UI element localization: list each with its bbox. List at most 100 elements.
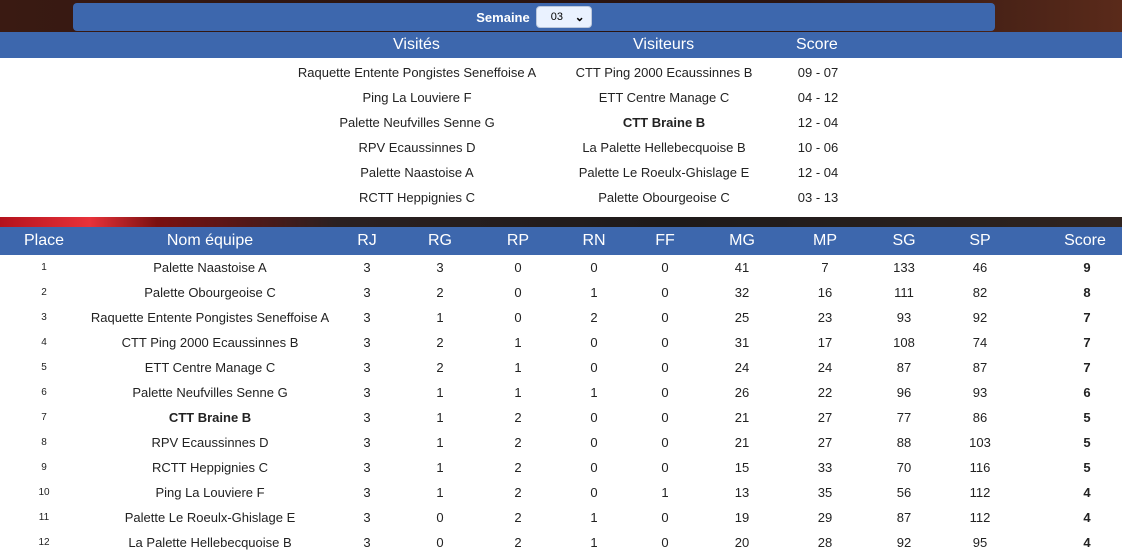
header-score: Score bbox=[1064, 232, 1106, 249]
week-select-value: 03 bbox=[550, 11, 563, 23]
cell-place: 9 bbox=[41, 462, 47, 473]
header-sg: SG bbox=[892, 232, 916, 249]
cell-mp: 22 bbox=[817, 385, 833, 400]
cell-mg: 25 bbox=[734, 310, 750, 325]
ranking-row: 6 Palette Neufvilles Senne G 3 1 1 1 0 26 22 96 93… bbox=[0, 380, 1122, 405]
cell-sg: 56 bbox=[896, 485, 912, 500]
ranking-table: 1 Palette Naastoise A 3 3 0 0 0 41 7 133 46 9 2 Palet… bbox=[0, 255, 1122, 555]
cell-mg: 20 bbox=[734, 535, 750, 550]
cell-mp: 28 bbox=[817, 535, 833, 550]
cell-rp: 2 bbox=[514, 510, 522, 525]
week-select[interactable]: 03 ⌄ bbox=[535, 6, 592, 28]
cell-place: 5 bbox=[41, 362, 47, 373]
match-score: 09 - 07 bbox=[797, 65, 839, 80]
cell-rp: 0 bbox=[514, 310, 522, 325]
cell-score: 7 bbox=[1083, 310, 1091, 325]
match-home: RCTT Heppignies C bbox=[358, 190, 476, 205]
cell-place: 6 bbox=[41, 387, 47, 398]
cell-sp: 87 bbox=[972, 360, 988, 375]
header-rn: RN bbox=[582, 232, 606, 249]
cell-score: 5 bbox=[1083, 410, 1091, 425]
match-score: 12 - 04 bbox=[797, 115, 839, 130]
cell-rp: 2 bbox=[514, 485, 522, 500]
match-row: Ping La Louviere F ETT Centre Manage C 04 … bbox=[0, 85, 1122, 110]
cell-rj: 3 bbox=[363, 360, 371, 375]
cell-score: 5 bbox=[1083, 460, 1091, 475]
cell-sg: 133 bbox=[893, 260, 915, 275]
cell-sp: 112 bbox=[969, 485, 991, 500]
cell-score: 4 bbox=[1083, 535, 1091, 550]
cell-rp: 1 bbox=[514, 335, 522, 350]
cell-rn: 0 bbox=[590, 335, 598, 350]
cell-rj: 3 bbox=[363, 435, 371, 450]
ranking-row: 7 CTT Braine B 3 1 2 0 0 21 27 77 86 5 bbox=[0, 405, 1122, 430]
cell-sp: 103 bbox=[969, 435, 991, 450]
match-away: CTT Braine B bbox=[622, 115, 706, 130]
cell-rp: 0 bbox=[514, 285, 522, 300]
cell-sg: 96 bbox=[896, 385, 912, 400]
cell-rj: 3 bbox=[363, 285, 371, 300]
header-sp: SP bbox=[969, 232, 991, 249]
cell-team: CTT Braine B bbox=[168, 410, 252, 425]
ranking-row: 5 ETT Centre Manage C 3 2 1 0 0 24 24 87 87 7 bbox=[0, 355, 1122, 380]
cell-ff: 0 bbox=[661, 410, 669, 425]
cell-sg: 111 bbox=[894, 285, 914, 300]
cell-score: 7 bbox=[1083, 360, 1091, 375]
cell-place: 11 bbox=[38, 512, 50, 523]
cell-rg: 1 bbox=[436, 485, 444, 500]
match-score: 10 - 06 bbox=[797, 140, 839, 155]
cell-team: Palette Neufvilles Senne G bbox=[132, 385, 288, 400]
header-rj: RJ bbox=[357, 232, 377, 249]
cell-rj: 3 bbox=[363, 510, 371, 525]
cell-rn: 0 bbox=[590, 410, 598, 425]
header-rp: RP bbox=[506, 232, 530, 249]
cell-place: 2 bbox=[41, 287, 47, 298]
match-row: Palette Neufvilles Senne G CTT Braine B 12… bbox=[0, 110, 1122, 135]
cell-ff: 0 bbox=[661, 285, 669, 300]
cell-team: RPV Ecaussinnes D bbox=[151, 435, 269, 450]
cell-sp: 112 bbox=[969, 510, 991, 525]
cell-mp: 17 bbox=[817, 335, 833, 350]
cell-mg: 21 bbox=[734, 435, 750, 450]
cell-mp: 16 bbox=[817, 285, 833, 300]
cell-rn: 0 bbox=[590, 435, 598, 450]
ranking-row: 8 RPV Ecaussinnes D 3 1 2 0 0 21 27 88 103 5 bbox=[0, 430, 1122, 455]
ranking-row: 3 Raquette Entente Pongistes Seneffoise A… bbox=[0, 305, 1122, 330]
cell-mg: 41 bbox=[734, 260, 750, 275]
match-away: Palette Obourgeoise C bbox=[598, 190, 730, 205]
cell-ff: 0 bbox=[661, 310, 669, 325]
cell-sg: 87 bbox=[896, 510, 912, 525]
cell-rp: 2 bbox=[514, 410, 522, 425]
match-home: Ping La Louviere F bbox=[362, 90, 472, 105]
cell-rg: 2 bbox=[436, 360, 444, 375]
cell-sg: 93 bbox=[896, 310, 912, 325]
cell-ff: 0 bbox=[661, 510, 669, 525]
cell-rj: 3 bbox=[363, 385, 371, 400]
cell-sg: 70 bbox=[896, 460, 912, 475]
header-away: Visiteurs bbox=[633, 36, 695, 53]
match-row: RPV Ecaussinnes D La Palette Hellebecquoi… bbox=[0, 135, 1122, 160]
header-score: Score bbox=[796, 36, 838, 53]
cell-mg: 26 bbox=[734, 385, 750, 400]
cell-rp: 2 bbox=[514, 535, 522, 550]
cell-rp: 0 bbox=[514, 260, 522, 275]
cell-place: 3 bbox=[41, 312, 47, 323]
header-rg: RG bbox=[428, 232, 452, 249]
cell-mg: 24 bbox=[734, 360, 750, 375]
cell-rn: 1 bbox=[590, 285, 598, 300]
match-home: RPV Ecaussinnes D bbox=[358, 140, 476, 155]
cell-rg: 1 bbox=[436, 435, 444, 450]
cell-sp: 95 bbox=[972, 535, 988, 550]
cell-mg: 31 bbox=[734, 335, 750, 350]
cell-sp: 74 bbox=[972, 335, 988, 350]
match-away: La Palette Hellebecquoise B bbox=[582, 140, 746, 155]
cell-rg: 1 bbox=[436, 385, 444, 400]
cell-rj: 3 bbox=[363, 535, 371, 550]
header-mg: MG bbox=[729, 232, 755, 249]
cell-mp: 7 bbox=[821, 260, 829, 275]
cell-rn: 0 bbox=[590, 260, 598, 275]
cell-score: 5 bbox=[1083, 435, 1091, 450]
cell-ff: 0 bbox=[661, 460, 669, 475]
matches-list: Raquette Entente Pongistes Seneffoise A C… bbox=[0, 60, 1122, 210]
chevron-down-icon: ⌄ bbox=[574, 10, 585, 24]
